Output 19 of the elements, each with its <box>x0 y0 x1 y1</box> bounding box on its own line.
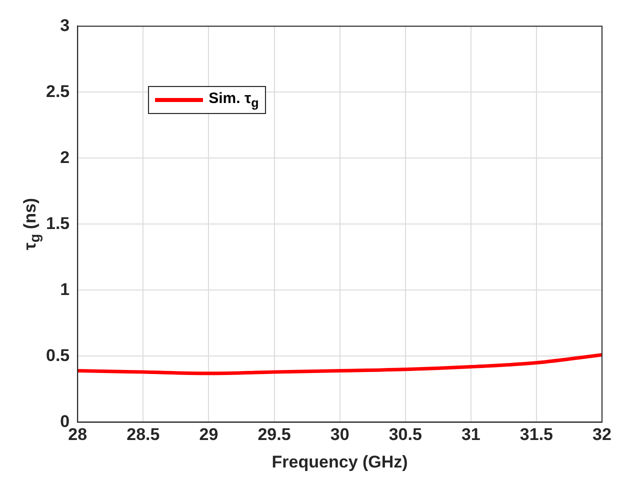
y-tick-label: 0 <box>60 412 70 431</box>
x-tick-label: 32 <box>592 425 612 444</box>
y-tick-label: 1.5 <box>46 214 70 233</box>
x-axis-title: Frequency (GHz) <box>272 452 408 472</box>
x-tick-label: 31.5 <box>520 425 553 444</box>
y-tick-label: 2.5 <box>46 82 70 101</box>
y-tick-label: 0.5 <box>46 346 70 365</box>
y-tick-label: 1 <box>60 280 70 299</box>
line-series <box>78 353 602 376</box>
legend-label: Sim. τ$_{g}$ <box>208 90 259 110</box>
y-tick-label: 2 <box>60 148 70 167</box>
y-tick-label: 3 <box>60 16 70 35</box>
x-tick-label: 28.5 <box>126 425 160 444</box>
x-tick-label: 29.5 <box>258 425 291 444</box>
x-tick-label: 30.5 <box>388 425 422 444</box>
x-tick-label: 30 <box>330 425 350 444</box>
x-tick-label: 29 <box>199 425 218 444</box>
x-tick-label: 28 <box>68 425 88 444</box>
x-tick-label: 31 <box>461 425 480 444</box>
